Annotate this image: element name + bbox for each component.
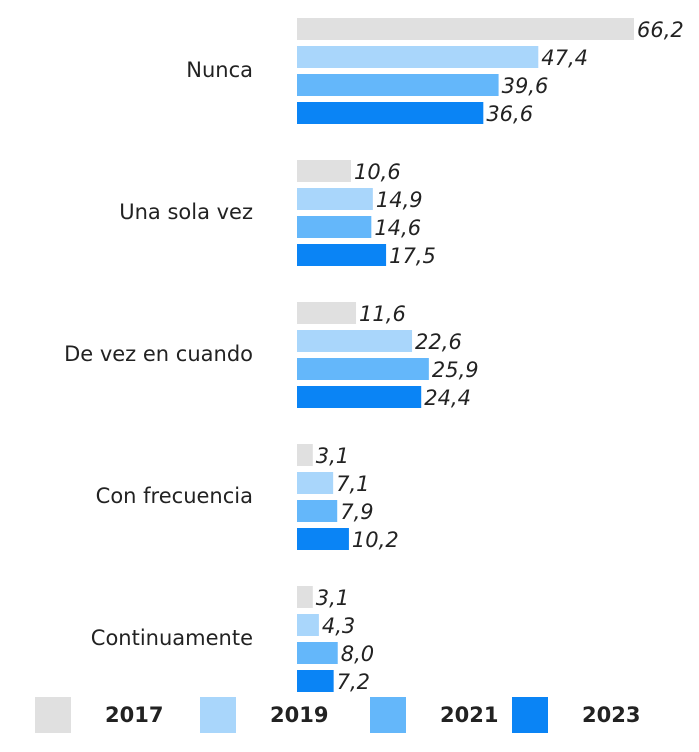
legend-swatch — [200, 697, 236, 733]
legend-label: 2021 — [440, 703, 498, 727]
bar — [297, 614, 319, 636]
bar — [297, 74, 499, 96]
category-label: Continuamente — [91, 626, 253, 650]
legend-label: 2019 — [270, 703, 328, 727]
bar — [297, 472, 334, 494]
bar — [297, 188, 373, 210]
value-label: 10,2 — [352, 528, 399, 552]
value-label: 4,3 — [322, 614, 355, 638]
bar — [297, 102, 484, 124]
legend-swatch — [35, 697, 71, 733]
value-label: 66,2 — [637, 18, 684, 42]
value-label: 7,9 — [340, 500, 373, 524]
value-label: 8,0 — [341, 642, 374, 666]
value-label: 7,2 — [337, 670, 370, 694]
bar — [297, 528, 349, 550]
value-label: 3,1 — [316, 444, 349, 468]
value-label: 47,4 — [541, 46, 588, 70]
legend-swatch — [370, 697, 406, 733]
value-label: 17,5 — [389, 244, 436, 268]
bar — [297, 160, 351, 182]
value-label: 39,6 — [502, 74, 549, 98]
bar — [297, 302, 357, 324]
bar — [297, 642, 338, 664]
bar — [297, 670, 334, 692]
value-label: 7,1 — [336, 472, 369, 496]
bar — [297, 18, 634, 40]
bar — [297, 244, 387, 266]
bar — [297, 330, 413, 352]
bar — [297, 500, 338, 522]
value-label: 36,6 — [486, 102, 533, 126]
value-label: 10,6 — [354, 160, 401, 184]
bar — [297, 386, 422, 408]
value-label: 22,6 — [415, 330, 462, 354]
value-label: 25,9 — [432, 358, 479, 382]
category-label: Nunca — [186, 58, 253, 82]
bar — [297, 216, 372, 238]
bar — [297, 586, 313, 608]
value-label: 11,6 — [359, 302, 406, 326]
value-label: 14,9 — [376, 188, 423, 212]
category-label: De vez en cuando — [64, 342, 253, 366]
bar — [297, 444, 313, 466]
bar — [297, 358, 429, 380]
category-label: Una sola vez — [119, 200, 253, 224]
value-label: 3,1 — [316, 586, 349, 610]
legend-label: 2023 — [582, 703, 640, 727]
bar — [297, 46, 539, 68]
legend-swatch — [512, 697, 548, 733]
value-label: 24,4 — [424, 386, 471, 410]
value-label: 14,6 — [374, 216, 421, 240]
category-label: Con frecuencia — [96, 484, 253, 508]
legend-label: 2017 — [105, 703, 163, 727]
